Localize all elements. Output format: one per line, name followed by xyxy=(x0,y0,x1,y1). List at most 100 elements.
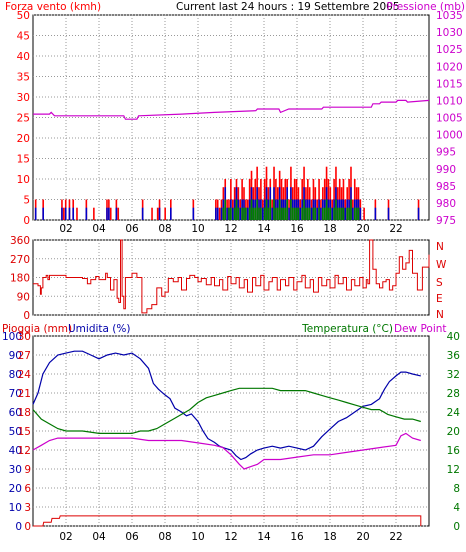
wind-bar xyxy=(141,207,144,220)
pressure-y-tick-1030: 1030 xyxy=(436,27,463,39)
wind-bar xyxy=(417,207,420,220)
wind-bar xyxy=(292,207,294,220)
wind-bar xyxy=(284,207,287,220)
wind-bar xyxy=(220,207,223,220)
pressure-y-tick-995: 995 xyxy=(436,147,456,159)
dewpoint-label: Dew Point xyxy=(394,323,447,335)
wind-bar xyxy=(151,207,153,220)
rain-y-tick-30: 30 xyxy=(18,331,31,343)
x-tick-label-14-bottom: 14 xyxy=(257,531,271,543)
direction-label-e: E xyxy=(436,293,443,305)
pressure-y-tick-990: 990 xyxy=(436,164,456,176)
wind-bar xyxy=(109,207,112,220)
wind-bar xyxy=(250,199,253,220)
temperature-y-tick-12: 12 xyxy=(447,464,460,476)
wind-bar xyxy=(299,207,302,220)
wind-bar xyxy=(228,207,230,220)
wind-bar xyxy=(335,199,337,220)
temperature-y-tick-24: 24 xyxy=(447,407,461,419)
pressure-y-tick-1015: 1015 xyxy=(436,78,463,90)
pressure-y-tick-985: 985 xyxy=(436,181,456,193)
pressure-line xyxy=(33,99,430,120)
temperature-y-tick-16: 16 xyxy=(447,445,461,457)
wind-bar xyxy=(252,207,255,220)
wind-bar xyxy=(301,207,303,220)
wind-bar xyxy=(61,207,63,220)
pressure-y-tick-1010: 1010 xyxy=(436,95,463,107)
wind-y-tick-30: 30 xyxy=(17,92,30,104)
wind-bar xyxy=(305,207,307,220)
wind-bar xyxy=(64,207,67,220)
wind-bar xyxy=(216,207,219,220)
x-tick-label-14-top: 14 xyxy=(257,223,271,235)
rain-y-tick-15: 15 xyxy=(18,426,31,438)
wind-y-tick-10: 10 xyxy=(17,174,30,186)
pressure-y-tick-1005: 1005 xyxy=(436,113,463,125)
wind-bar xyxy=(248,207,251,220)
x-tick-label-16-top: 16 xyxy=(290,223,304,235)
wind-bar xyxy=(34,207,37,220)
x-tick-label-12-bottom: 12 xyxy=(224,531,237,543)
wind-bar xyxy=(314,207,317,220)
rain-y-tick-24: 24 xyxy=(18,369,32,381)
wind-bar xyxy=(331,207,334,220)
wind-bar xyxy=(261,207,264,220)
wind-bar xyxy=(318,207,320,220)
wind-bar xyxy=(286,199,288,220)
temperature-line xyxy=(32,387,421,434)
wind-y-tick-0: 0 xyxy=(23,215,30,227)
wind-bar xyxy=(237,207,240,220)
direction-label-n-bottom: N xyxy=(436,309,444,321)
humidity-y-tick-20: 20 xyxy=(9,483,22,495)
wind-y-tick-35: 35 xyxy=(17,72,30,84)
wind-bar xyxy=(308,207,311,220)
wind-bar xyxy=(115,207,118,220)
wind-bar xyxy=(338,207,341,220)
wind-bar xyxy=(108,207,110,220)
humidity-y-tick-60: 60 xyxy=(9,407,22,419)
pressure-y-tick-1020: 1020 xyxy=(436,61,463,73)
wind-bar xyxy=(226,207,228,220)
x-tick-label-22-top: 22 xyxy=(389,223,402,235)
rain-y-tick-27: 27 xyxy=(18,350,31,362)
x-tick-label-02-bottom: 02 xyxy=(59,531,72,543)
wind-y-tick-50: 50 xyxy=(17,10,30,22)
wind-bar xyxy=(293,207,296,220)
wind-bar xyxy=(263,207,266,220)
humidity-y-tick-90: 90 xyxy=(9,350,22,362)
wind-bar xyxy=(117,207,120,220)
wind-bar xyxy=(258,207,260,220)
x-tick-label-02-top: 02 xyxy=(59,223,72,235)
humidity-y-tick-30: 30 xyxy=(9,464,22,476)
wind-bar xyxy=(267,207,270,220)
pressure-y-tick-1025: 1025 xyxy=(436,44,463,56)
wind-bar xyxy=(76,207,78,220)
x-tick-label-10-bottom: 10 xyxy=(191,531,204,543)
wind-bar xyxy=(85,207,88,220)
pressure-label: Pressione (mb) xyxy=(386,1,465,13)
wind-bar xyxy=(352,207,354,220)
x-tick-label-16-bottom: 16 xyxy=(290,531,304,543)
wind-bar xyxy=(170,207,172,220)
x-tick-label-04-bottom: 04 xyxy=(92,531,106,543)
wind-bar xyxy=(288,207,290,220)
wind-bar xyxy=(245,207,247,220)
direction-y-tick-360: 360 xyxy=(10,235,30,247)
rain-y-tick-21: 21 xyxy=(18,388,31,400)
x-tick-label-06-top: 06 xyxy=(125,223,139,235)
temperature-y-tick-32: 32 xyxy=(447,369,460,381)
x-tick-label-20-top: 20 xyxy=(356,223,369,235)
wind-bar xyxy=(230,207,232,220)
gridlines xyxy=(33,14,429,527)
wind-bar xyxy=(63,207,65,220)
rain-y-tick-3: 3 xyxy=(24,502,31,514)
wind-bar xyxy=(164,207,166,220)
wind-speed-label: Forza vento (kmh) xyxy=(5,1,101,13)
wind-bar xyxy=(310,207,313,220)
direction-label-w: W xyxy=(436,259,447,271)
direction-label-s: S xyxy=(436,277,443,289)
wind-bar xyxy=(312,207,315,220)
rain-y-tick-6: 6 xyxy=(24,483,31,495)
wind-bar xyxy=(256,199,258,220)
wind-bar xyxy=(357,207,360,220)
